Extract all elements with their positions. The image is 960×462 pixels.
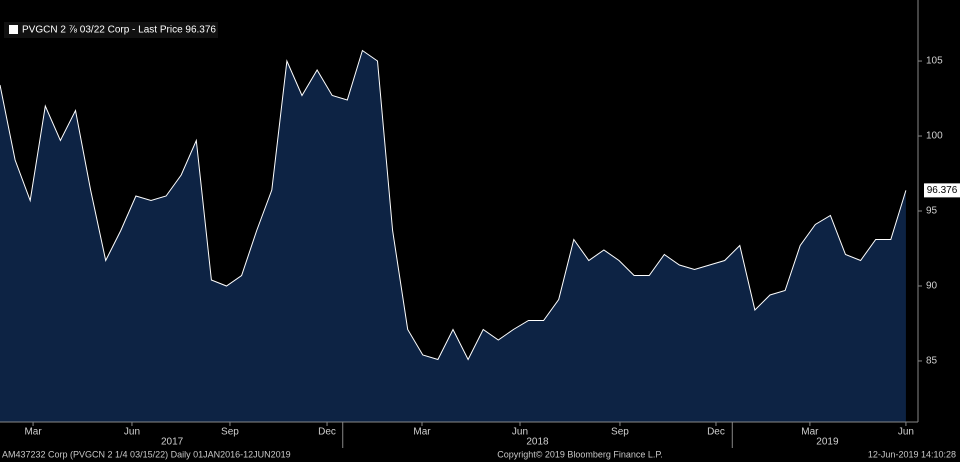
y-tick-label: 90 — [926, 281, 938, 292]
area-fill — [0, 50, 906, 422]
plot-area — [0, 49, 907, 422]
year-label: 2018 — [526, 437, 549, 448]
legend-swatch — [9, 25, 18, 34]
legend-box — [4, 22, 218, 38]
year-label: 2019 — [816, 437, 839, 448]
footer-right: 12-Jun-2019 14:10:28 — [868, 449, 956, 459]
x-tick-label: Dec — [707, 427, 725, 438]
x-tick-label: Mar — [413, 427, 431, 438]
x-tick-label: Mar — [801, 427, 819, 438]
year-label: 2017 — [161, 437, 184, 448]
x-tick-label: Dec — [318, 427, 336, 438]
x-tick-label: Mar — [24, 427, 42, 438]
x-tick-label: Sep — [611, 427, 629, 438]
y-tick-label: 95 — [926, 206, 938, 217]
y-tick-label: 100 — [926, 131, 943, 142]
footer-center: Copyright© 2019 Bloomberg Finance L.P. — [497, 449, 663, 459]
x-tick-label: Sep — [221, 427, 239, 438]
last-price-box — [924, 183, 960, 198]
price-line — [0, 49, 907, 361]
x-tick-label: Jun — [898, 427, 914, 438]
y-tick-label: 85 — [926, 356, 938, 367]
last-price-label: 96.376 — [927, 185, 958, 196]
y-tick-label: 105 — [926, 56, 943, 67]
x-tick-label: Jun — [512, 427, 528, 438]
footer-left: AM437232 Corp (PVGCN 2 1/4 03/15/22) Dai… — [2, 449, 291, 459]
legend-label: PVGCN 2 ⅞ 03/22 Corp - Last Price 96.376 — [22, 25, 216, 36]
x-tick-label: Jun — [124, 427, 140, 438]
